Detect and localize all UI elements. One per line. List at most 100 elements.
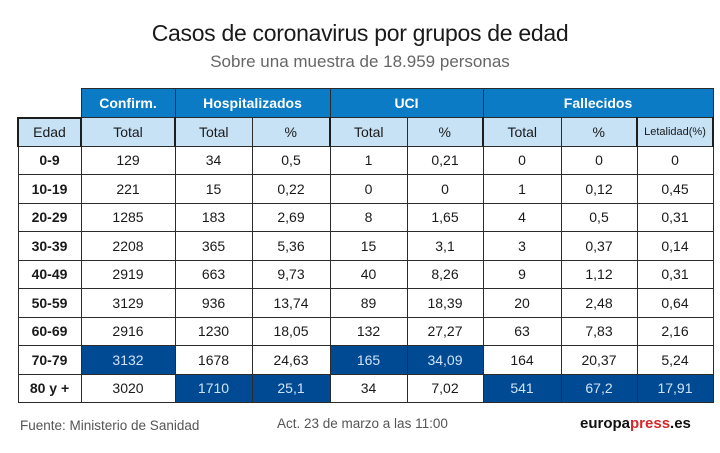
cell-fall-total: 9 <box>482 259 562 289</box>
cell-uci-pct: 34,09 <box>406 345 484 375</box>
europapress-logo: europapress.es <box>580 415 691 432</box>
column-header-hosp-total: Total <box>174 117 253 147</box>
table-row: 60-69 2916 1230 18,05 132 27,27 63 7,83 2,16 <box>17 316 714 346</box>
update-note: Act. 23 de marzo a las 11:00 <box>277 416 448 431</box>
age-group-cell: 40-49 <box>17 259 82 289</box>
column-header-confirm-total: Total <box>80 117 176 147</box>
cell-letalidad: 0,64 <box>636 288 714 318</box>
table-body: 0-9 129 34 0,5 1 0,21 0 0 0 10-19 221 15 0,22 0 0 1 0,12… <box>17 145 714 403</box>
cell-hosp-pct: 5,36 <box>251 231 331 261</box>
cell-uci-total: 1 <box>329 145 408 175</box>
cell-uci-total: 132 <box>329 316 408 346</box>
group-header-row: Confirm. Hospitalizados UCI Fallecidos <box>18 88 714 119</box>
table-row: 0-9 129 34 0,5 1 0,21 0 0 0 <box>17 145 714 175</box>
cell-fall-total: 3 <box>482 231 562 261</box>
cell-hosp-total: 1710 <box>174 373 253 403</box>
cell-fall-pct: 0,12 <box>560 174 638 204</box>
cell-fall-pct: 2,48 <box>560 288 638 318</box>
cell-hosp-pct: 2,69 <box>251 202 331 232</box>
cell-letalidad: 17,91 <box>636 373 714 403</box>
cell-fall-pct: 7,83 <box>560 316 638 346</box>
cell-confirm-total: 2919 <box>80 259 176 289</box>
cell-hosp-pct: 18,05 <box>251 316 331 346</box>
cell-fall-total: 20 <box>482 288 562 318</box>
cell-uci-pct: 18,39 <box>406 288 484 318</box>
table-row: 30-39 2208 365 5,36 15 3,1 3 0,37 0,14 <box>17 231 714 261</box>
cell-hosp-pct: 25,1 <box>251 373 331 403</box>
cell-hosp-total: 365 <box>174 231 253 261</box>
column-header-fall-pct: % <box>560 117 638 147</box>
cell-uci-total: 15 <box>329 231 408 261</box>
logo-text-es: .es <box>670 415 691 432</box>
cell-fall-total: 4 <box>482 202 562 232</box>
cell-uci-total: 40 <box>329 259 408 289</box>
cell-letalidad: 5,24 <box>636 345 714 375</box>
cell-fall-pct: 20,37 <box>560 345 638 375</box>
cell-fall-total: 1 <box>482 174 562 204</box>
cell-confirm-total: 3129 <box>80 288 176 318</box>
group-header-confirm: Confirm. <box>80 88 176 118</box>
cell-fall-pct: 0 <box>560 145 638 175</box>
cell-uci-total: 0 <box>329 174 408 204</box>
cell-hosp-pct: 9,73 <box>251 259 331 289</box>
column-header-uci-total: Total <box>329 117 408 147</box>
age-group-cell: 70-79 <box>17 345 82 375</box>
cell-hosp-pct: 13,74 <box>251 288 331 318</box>
cell-uci-pct: 8,26 <box>406 259 484 289</box>
cell-hosp-total: 34 <box>174 145 253 175</box>
cell-uci-total: 165 <box>329 345 408 375</box>
chart-title: Casos de coronavirus por grupos de edad <box>151 20 569 46</box>
group-header-uci: UCI <box>329 88 484 118</box>
age-group-cell: 80 y + <box>17 373 82 403</box>
age-group-cell: 10-19 <box>17 174 82 204</box>
cell-uci-total: 34 <box>329 373 408 403</box>
cell-letalidad: 0,31 <box>636 202 714 232</box>
age-group-cell: 30-39 <box>17 231 82 261</box>
cell-letalidad: 0,14 <box>636 231 714 261</box>
table-row: 70-79 3132 1678 24,63 165 34,09 164 20,37 5,24 <box>17 345 714 375</box>
column-header-hosp-pct: % <box>251 117 331 147</box>
cell-fall-total: 541 <box>482 373 562 403</box>
cell-hosp-total: 15 <box>174 174 253 204</box>
cell-hosp-pct: 0,22 <box>251 174 331 204</box>
table-row: 80 y +3020 1710 25,1 34 7,02 541 67,2 17,91 <box>17 373 714 403</box>
column-header-edad: Edad <box>17 117 82 147</box>
cell-confirm-total: 221 <box>80 174 176 204</box>
cell-fall-total: 0 <box>482 145 562 175</box>
cell-hosp-total: 183 <box>174 202 253 232</box>
cell-hosp-total: 1678 <box>174 345 253 375</box>
column-header-row: Edad Total Total % Total % Total % Letal… <box>17 117 714 147</box>
cell-fall-total: 63 <box>482 316 562 346</box>
cell-confirm-total: 3132 <box>80 345 176 375</box>
table-row: 20-29 1285 183 2,69 8 1,65 4 0,5 0,31 <box>17 202 714 232</box>
age-group-table: Confirm. Hospitalizados UCI Fallecidos E… <box>17 88 714 403</box>
cell-hosp-total: 663 <box>174 259 253 289</box>
cell-confirm-total: 1285 <box>80 202 176 232</box>
cell-uci-total: 89 <box>329 288 408 318</box>
table-row: 10-19 221 15 0,22 0 0 1 0,12 0,45 <box>17 174 714 204</box>
group-header-hospitalizados: Hospitalizados <box>174 88 331 118</box>
cell-uci-pct: 7,02 <box>406 373 484 403</box>
chart-subtitle: Sobre una muestra de 18.959 personas <box>210 52 510 71</box>
logo-text-press: press <box>630 415 671 432</box>
cell-hosp-total: 1230 <box>174 316 253 346</box>
cell-uci-total: 8 <box>329 202 408 232</box>
cell-uci-pct: 3,1 <box>406 231 484 261</box>
cell-fall-pct: 67,2 <box>560 373 638 403</box>
cell-letalidad: 0,45 <box>636 174 714 204</box>
cell-fall-pct: 0,5 <box>560 202 638 232</box>
cell-hosp-pct: 0,5 <box>251 145 331 175</box>
cell-uci-pct: 27,27 <box>406 316 484 346</box>
cell-letalidad: 0 <box>636 145 714 175</box>
cell-confirm-total: 129 <box>80 145 176 175</box>
cell-uci-pct: 0 <box>406 174 484 204</box>
table-row: 50-59 3129 936 13,74 89 18,39 20 2,48 0,64 <box>17 288 714 318</box>
age-group-cell: 50-59 <box>17 288 82 318</box>
column-header-letalidad: Letalidad(%) <box>636 117 714 147</box>
cell-letalidad: 2,16 <box>636 316 714 346</box>
cell-fall-pct: 1,12 <box>560 259 638 289</box>
cell-confirm-total: 2208 <box>80 231 176 261</box>
source-note: Fuente: Ministerio de Sanidad <box>20 418 200 433</box>
age-group-cell: 60-69 <box>17 316 82 346</box>
cell-uci-pct: 0,21 <box>406 145 484 175</box>
